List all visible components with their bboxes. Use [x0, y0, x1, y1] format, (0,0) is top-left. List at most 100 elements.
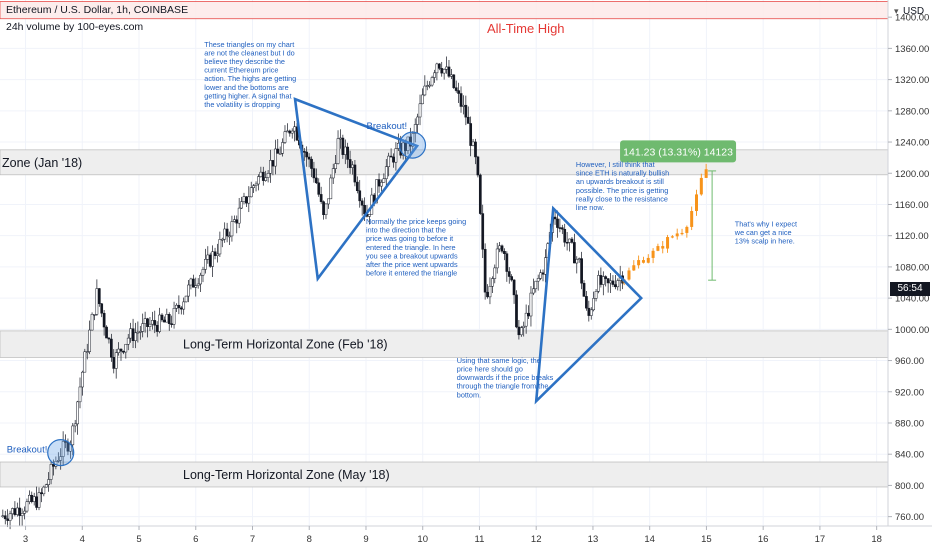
- y-tick-label: 1120.00: [895, 231, 929, 242]
- candle: [254, 183, 258, 186]
- candle: [208, 254, 212, 267]
- candle: [611, 280, 615, 285]
- candle: [155, 324, 159, 332]
- candle: [582, 282, 586, 297]
- candle: [418, 103, 422, 118]
- candle: [488, 286, 492, 298]
- annotation-line: you see a breakout upwards: [366, 251, 458, 260]
- ath-label: All-Time High: [487, 21, 565, 36]
- candle: [560, 227, 564, 230]
- candle: [329, 177, 333, 200]
- symbol-title[interactable]: Ethereum / U.S. Dollar, 1h, COINBASE: [6, 4, 189, 16]
- projection-candle: [690, 211, 694, 227]
- candle: [160, 314, 164, 321]
- y-tick-label: 1360.00: [895, 44, 929, 55]
- candle: [95, 288, 99, 315]
- triangles: [47, 97, 644, 467]
- candle: [336, 138, 340, 164]
- candle: [225, 228, 229, 237]
- candle: [228, 235, 231, 238]
- candle: [11, 508, 14, 515]
- annotation-line: the volatility is dropping: [204, 100, 280, 109]
- candle: [384, 166, 388, 180]
- candle: [375, 179, 378, 204]
- candle: [360, 200, 364, 206]
- candle: [423, 85, 427, 96]
- candle: [28, 494, 31, 502]
- candle: [247, 196, 251, 204]
- candle: [317, 182, 321, 195]
- candle: [1, 515, 5, 517]
- candle: [363, 205, 366, 215]
- candle: [343, 146, 347, 155]
- annotation-line: getting higher. A signal that: [204, 91, 291, 100]
- candle: [88, 329, 92, 352]
- candle: [462, 104, 465, 107]
- projection-candle: [666, 237, 670, 249]
- candle: [413, 124, 417, 134]
- candle: [290, 130, 294, 134]
- candle: [112, 357, 116, 369]
- projection-candle: [704, 169, 708, 178]
- candle: [119, 348, 123, 352]
- candle: [522, 325, 526, 328]
- annotation-line: bottom.: [457, 390, 481, 399]
- candle: [122, 351, 125, 353]
- candle: [196, 283, 200, 286]
- zone-label: Zone (Jan '18): [2, 156, 82, 170]
- annotation-text: Normally the price keeps going into the d…: [366, 217, 466, 278]
- candle: [85, 351, 89, 353]
- currency-menu-icon[interactable]: ▾: [894, 6, 899, 16]
- candle: [61, 441, 65, 457]
- annotation-line: 13% scalp in here.: [735, 237, 795, 246]
- zone-label: Long-Term Horizontal Zone (Feb '18): [183, 338, 388, 352]
- annotation-line: action. The highs are getting: [204, 74, 296, 83]
- candle: [563, 228, 567, 243]
- annotation-line: Normally the price keeps going: [366, 217, 466, 226]
- y-tick-label: 1160.00: [895, 200, 929, 211]
- candle: [235, 219, 239, 224]
- candle: [124, 344, 128, 353]
- candle: [334, 163, 337, 169]
- candle: [97, 288, 101, 304]
- time-axis[interactable]: 3 4 5 6 7 8 9 10 11 12 13 14 15 16 17 18: [23, 526, 882, 545]
- candle: [245, 196, 248, 204]
- candle: [199, 274, 202, 285]
- projection-candle: [632, 265, 636, 271]
- candle: [148, 323, 152, 327]
- candle: [544, 257, 547, 275]
- candle: [269, 160, 272, 174]
- annotation-line: through the triangle from the: [457, 382, 549, 391]
- candle: [478, 174, 482, 214]
- x-tick-label: 4: [80, 534, 85, 545]
- candle: [257, 176, 260, 185]
- candle: [307, 156, 311, 160]
- candle: [440, 68, 444, 74]
- candle: [454, 87, 458, 91]
- candle: [201, 269, 205, 276]
- projection-candle: [637, 260, 641, 266]
- breakout-label: Breakout!: [367, 121, 408, 132]
- price-axis[interactable]: 760.00 800.00 840.00 880.00 920.00 960.00 1000…: [888, 13, 929, 523]
- candle: [312, 168, 316, 179]
- currency-label[interactable]: USD: [903, 6, 925, 17]
- indicator-label[interactable]: 24h volume by 100-eyes.com: [6, 21, 144, 33]
- candle: [481, 213, 485, 250]
- target-box: [620, 140, 737, 163]
- candle: [389, 155, 393, 158]
- candle: [457, 90, 460, 94]
- annotation-text: Using that same logic, the price here sho…: [457, 356, 554, 399]
- candle: [8, 513, 12, 521]
- candle: [452, 74, 456, 88]
- candle: [322, 201, 325, 215]
- candle: [90, 314, 94, 331]
- candle: [52, 464, 55, 467]
- x-tick-label: 17: [815, 534, 826, 545]
- x-tick-label: 5: [136, 534, 141, 545]
- candle: [278, 153, 282, 155]
- y-tick-label: 760.00: [895, 512, 924, 523]
- candle: [331, 168, 335, 179]
- candle: [249, 187, 253, 198]
